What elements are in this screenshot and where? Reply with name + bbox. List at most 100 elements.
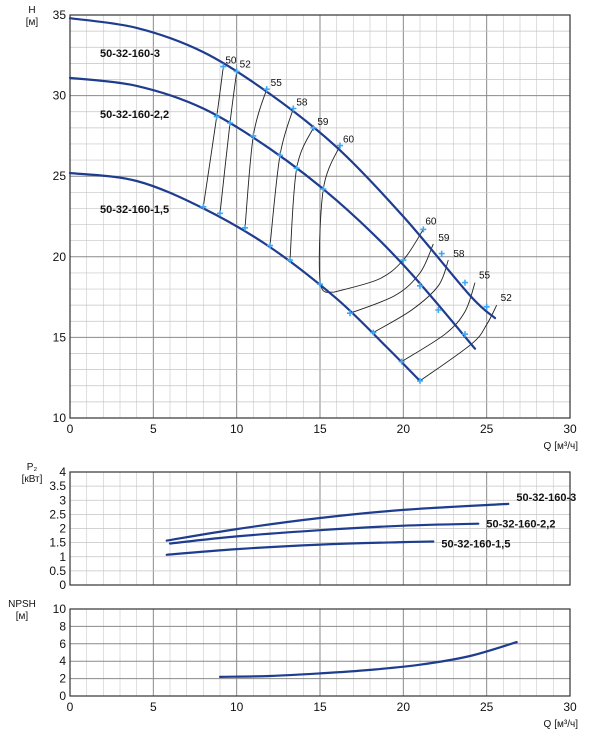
operating-point-marker [310, 124, 317, 131]
efficiency-label: 58 [453, 249, 465, 260]
power-ytick-label: 0 [59, 578, 66, 592]
npsh-ytick-label: 8 [59, 619, 66, 633]
series-label: 50-32-160-1,5 [100, 204, 169, 216]
head-x-axis-name: Q [543, 441, 551, 452]
series-line [68, 17, 497, 320]
power-frame [69, 471, 571, 586]
operating-point-marker [293, 165, 300, 172]
series-line [168, 522, 480, 545]
operating-point-marker [462, 279, 468, 286]
head-ytick-label: 25 [53, 169, 67, 183]
head-x-axis-unit: [м³/ч] [554, 441, 578, 452]
operating-point-marker [263, 86, 270, 93]
efficiency-line [419, 304, 498, 382]
power-ytick-label: 0.5 [49, 564, 66, 578]
head-ytick-label: 15 [53, 330, 67, 344]
series-label: 50-32-160-1,5 [441, 538, 510, 550]
series-line [165, 502, 510, 542]
operating-point-marker [337, 142, 343, 149]
operating-point-marker [287, 257, 293, 264]
head-xtick-label: 0 [67, 422, 74, 436]
npsh-xtick-label: 15 [313, 700, 327, 714]
series-label: 50-32-160-2,2 [100, 109, 169, 121]
efficiency-line [373, 259, 449, 333]
operating-point-marker [200, 203, 207, 210]
head-xtick-label: 15 [313, 422, 327, 436]
operating-point-marker [290, 105, 297, 112]
head-ytick-label: 20 [53, 250, 67, 264]
efficiency-label: 60 [343, 135, 355, 146]
power-ytick-label: 1 [59, 550, 66, 564]
operating-point-marker [317, 281, 323, 288]
series-label: 50-32-160-3 [100, 48, 160, 60]
npsh-xtick-label: 0 [67, 700, 74, 714]
npsh-x-axis-label: Q [м³/ч] [543, 719, 578, 730]
efficiency-label: 55 [479, 271, 491, 282]
head-xtick-label: 20 [397, 422, 411, 436]
npsh-ytick-label: 2 [59, 672, 66, 686]
operating-point-marker [213, 113, 220, 120]
efficiency-line [349, 243, 434, 314]
power-y-axis-label: P₂ [27, 462, 38, 473]
series-line [68, 76, 477, 350]
operating-point-marker [400, 257, 407, 264]
efficiency-label: 59 [317, 117, 329, 128]
series-label: 50-32-160-3 [516, 492, 576, 504]
efficiency-label: 52 [501, 293, 513, 304]
npsh-frame [69, 608, 571, 697]
power-ytick-label: 2.5 [49, 507, 66, 521]
operating-point-marker [233, 68, 240, 75]
head-ytick-label: 30 [53, 89, 67, 103]
head-xtick-label: 30 [563, 422, 577, 436]
npsh-xtick-label: 30 [563, 700, 577, 714]
power-ytick-label: 3 [59, 493, 66, 507]
series-line [218, 641, 518, 678]
power-panel: 00.511.522.533.54 P₂[кВт] 50-32-160-3 50-32… [22, 462, 577, 592]
npsh-x-axis-name: Q [543, 719, 551, 730]
efficiency-label: 50 [225, 56, 237, 67]
operating-point-marker [370, 329, 377, 336]
head-xtick-label: 10 [230, 422, 244, 436]
series-line [165, 540, 435, 556]
npsh-y-axis-unit: [м] [16, 611, 29, 622]
efficiency-label: 60 [425, 216, 437, 227]
npsh-xtick-label: 20 [397, 700, 411, 714]
efficiency-label: 55 [271, 78, 283, 89]
efficiency-label: 52 [240, 59, 252, 70]
npsh-y-axis-label: NPSH [8, 599, 36, 610]
efficiency-label: 59 [438, 233, 450, 244]
head-y-axis-unit: [м] [26, 17, 39, 28]
npsh-ytick-label: 4 [59, 654, 66, 668]
head-ytick-label: 35 [53, 8, 67, 22]
operating-point-marker [483, 303, 490, 310]
operating-point-marker [420, 226, 427, 233]
efficiency-line [333, 229, 424, 293]
operating-point-marker [435, 306, 442, 313]
operating-point-marker [227, 120, 233, 127]
head-ytick-label: 10 [53, 411, 67, 425]
power-ytick-label: 2 [59, 522, 66, 536]
operating-point-marker [417, 377, 423, 384]
operating-point-marker [242, 224, 248, 231]
npsh-ytick-label: 0 [59, 689, 66, 703]
efficiency-label: 58 [296, 97, 308, 108]
operating-point-marker [347, 310, 353, 317]
operating-point-marker [417, 282, 423, 289]
operating-point-marker [320, 186, 327, 193]
series-label: 50-32-160-2,2 [486, 519, 555, 531]
power-ytick-label: 4 [59, 465, 66, 479]
npsh-xtick-label: 5 [150, 700, 157, 714]
npsh-xtick-label: 10 [230, 700, 244, 714]
efficiency-line [318, 145, 341, 293]
operating-point-marker [462, 331, 468, 338]
npsh-ytick-label: 6 [59, 637, 66, 651]
head-xtick-label: 25 [480, 422, 494, 436]
operating-point-marker [277, 152, 283, 159]
operating-point-marker [267, 242, 273, 249]
power-ytick-label: 1.5 [49, 536, 66, 550]
npsh-x-axis-unit: [м³/ч] [554, 719, 578, 730]
